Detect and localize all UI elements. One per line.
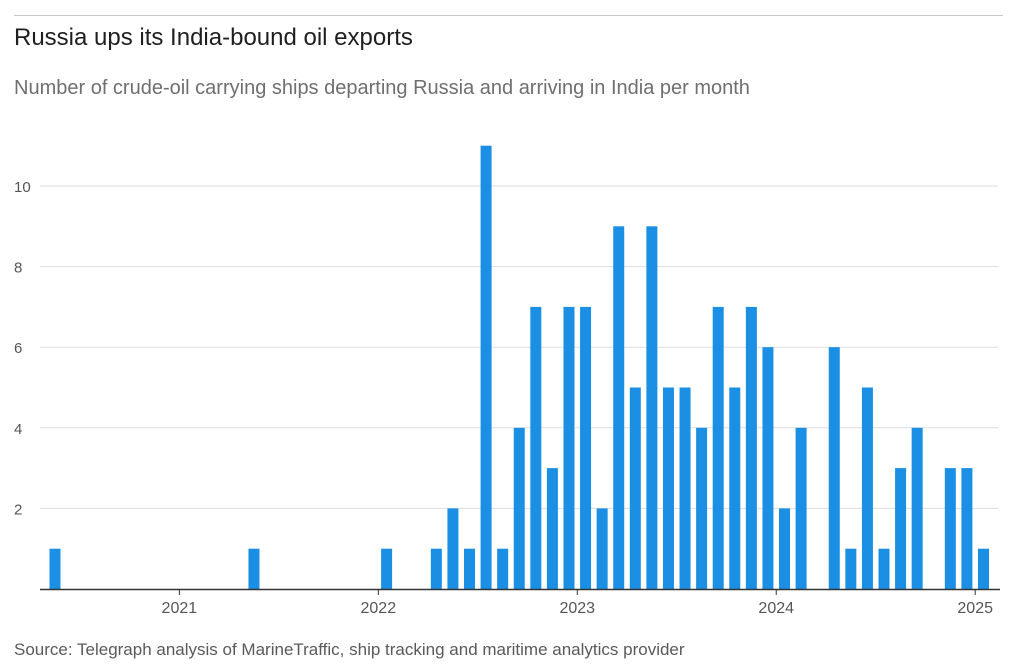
bar — [447, 508, 459, 589]
bar — [828, 347, 840, 589]
bar — [629, 387, 641, 589]
bar — [762, 347, 774, 589]
bar — [696, 427, 708, 589]
bar — [662, 387, 674, 589]
x-tick-label: 2021 — [162, 600, 198, 617]
bar — [464, 548, 475, 589]
y-tick-label: 4 — [14, 421, 22, 438]
bar — [580, 306, 592, 589]
bar — [779, 508, 791, 589]
top-divider — [14, 15, 1003, 16]
source-note: Source: Telegraph analysis of MarineTraf… — [14, 640, 685, 659]
y-tick-label: 8 — [14, 260, 22, 277]
bar — [679, 387, 691, 589]
x-tick-label: 2023 — [559, 600, 595, 617]
bar — [977, 548, 989, 589]
bar — [248, 548, 260, 589]
bar — [944, 468, 956, 589]
bar — [430, 548, 442, 589]
bar — [49, 548, 61, 589]
bar — [530, 306, 542, 589]
y-tick-label: 6 — [14, 340, 22, 357]
bar — [845, 548, 857, 589]
bar — [895, 468, 907, 589]
bar — [546, 468, 558, 589]
bar — [861, 387, 873, 589]
bar — [795, 427, 807, 589]
bar — [646, 226, 658, 590]
x-tick-label: 2022 — [361, 600, 397, 617]
bar — [712, 306, 724, 589]
bar — [596, 508, 608, 589]
bar — [613, 226, 625, 590]
bar — [745, 306, 757, 589]
bar — [878, 548, 890, 589]
bar — [381, 548, 393, 589]
bar — [729, 387, 741, 589]
y-tick-label: 2 — [14, 501, 22, 518]
x-tick-label: 2025 — [957, 600, 993, 617]
bar — [911, 427, 923, 589]
bar — [497, 548, 509, 589]
x-tick-label: 2024 — [758, 600, 794, 617]
bar — [563, 306, 575, 589]
chart-title: Russia ups its India-bound oil exports — [14, 24, 413, 51]
bar — [480, 145, 492, 589]
bar-chart: 2 4 6 8 10 2021 2022 2023 2024 2025 — [14, 145, 1000, 617]
y-tick-label: 10 — [14, 179, 31, 196]
chart-subtitle: Number of crude-oil carrying ships depar… — [14, 77, 750, 99]
bar — [961, 468, 973, 589]
bar — [513, 427, 525, 589]
